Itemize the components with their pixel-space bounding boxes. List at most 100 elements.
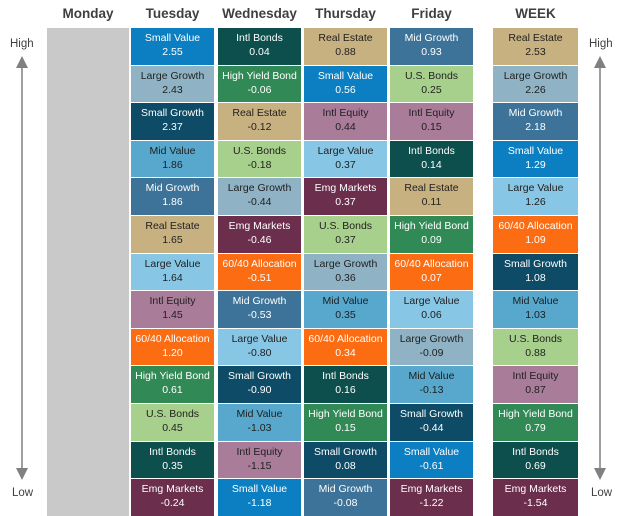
cell-week-mid-value: Mid Value 1.03: [493, 291, 578, 328]
cell-week-small-value: Small Value 1.29: [493, 140, 578, 178]
cell-return-value: -1.18: [247, 497, 272, 510]
cell-friday-large-value: Large Value 0.06: [390, 291, 473, 328]
cell-thursday-large-growth: Large Growth 0.36: [304, 253, 387, 291]
cell-thursday-mid-value: Mid Value 0.35: [304, 291, 387, 328]
cell-asset-label: Small Growth: [140, 107, 204, 120]
cell-asset-label: Large Growth: [313, 257, 378, 270]
cell-asset-label: Small Value: [144, 32, 201, 44]
cell-asset-label: Mid Growth: [508, 107, 563, 120]
cell-thursday-u-s-bonds: U.S. Bonds 0.37: [304, 216, 387, 253]
cell-asset-label: Mid Value: [408, 370, 455, 383]
cell-thursday-high-yield-bond: High Yield Bond 0.15: [304, 404, 387, 441]
cell-friday-mid-growth: Mid Growth 0.93: [390, 28, 473, 65]
cell-asset-label: Mid Growth: [318, 483, 373, 496]
cell-return-value: 0.44: [335, 121, 356, 134]
cell-asset-label: Large Value: [144, 257, 201, 270]
cell-wednesday-large-value: Large Value -0.80: [218, 328, 301, 366]
cell-return-value: -0.24: [160, 497, 185, 510]
cell-asset-label: Mid Value: [322, 295, 369, 308]
cell-wednesday-small-growth: Small Growth -0.90: [218, 366, 301, 403]
cell-asset-label: Small Growth: [313, 445, 377, 458]
cell-asset-label: 60/40 Allocation: [394, 257, 469, 270]
cell-return-value: 0.93: [421, 46, 442, 58]
cell-return-value: -0.44: [419, 422, 444, 434]
cell-return-value: 1.29: [525, 158, 546, 171]
cell-asset-label: High Yield Bond: [498, 408, 573, 420]
cell-week-large-growth: Large Growth 2.26: [493, 65, 578, 103]
cell-tuesday-emg-markets: Emg Markets -0.24: [131, 479, 214, 516]
cell-return-value: -0.51: [247, 271, 272, 284]
cell-asset-label: Small Growth: [503, 257, 567, 270]
cell-asset-label: High Yield Bond: [135, 370, 210, 383]
cell-friday-high-yield-bond: High Yield Bond 0.09: [390, 216, 473, 253]
cell-return-value: 2.53: [525, 46, 546, 58]
high-label-left: High: [10, 38, 34, 50]
cell-friday-mid-value: Mid Value -0.13: [390, 366, 473, 403]
cell-asset-label: Large Growth: [140, 69, 205, 82]
cell-asset-label: Mid Value: [236, 408, 283, 420]
cell-return-value: -1.15: [247, 459, 272, 472]
high-label-right: High: [589, 38, 613, 50]
cell-thursday-small-value: Small Value 0.56: [304, 65, 387, 103]
cell-wednesday-intl-equity: Intl Equity -1.15: [218, 441, 301, 479]
cell-wednesday-mid-growth: Mid Growth -0.53: [218, 291, 301, 328]
cell-asset-label: Emg Markets: [314, 182, 377, 195]
cell-asset-label: Real Estate: [318, 32, 373, 44]
cell-return-value: 0.61: [162, 384, 183, 397]
cell-return-value: -0.09: [419, 346, 444, 359]
cell-week-intl-bonds: Intl Bonds 0.69: [493, 441, 578, 479]
cell-return-value: 0.37: [335, 158, 356, 171]
cell-return-value: 0.35: [162, 459, 183, 472]
column-header-thursday: Thursday: [315, 6, 376, 21]
cell-return-value: 0.07: [421, 271, 442, 284]
cell-friday-large-growth: Large Growth -0.09: [390, 328, 473, 366]
cell-thursday-emg-markets: Emg Markets 0.37: [304, 178, 387, 215]
cell-week-real-estate: Real Estate 2.53: [493, 28, 578, 65]
cell-week-emg-markets: Emg Markets -1.54: [493, 479, 578, 516]
cell-return-value: -0.12: [247, 121, 272, 134]
cell-asset-label: Emg Markets: [504, 483, 567, 496]
cell-tuesday-u-s-bonds: U.S. Bonds 0.45: [131, 404, 214, 441]
cell-asset-label: Intl Equity: [322, 107, 369, 120]
cell-return-value: 0.45: [162, 422, 183, 434]
cell-asset-label: Mid Value: [512, 295, 559, 308]
cell-week-intl-equity: Intl Equity 0.87: [493, 366, 578, 403]
cell-asset-label: High Yield Bond: [308, 408, 383, 420]
cell-return-value: 0.06: [421, 309, 442, 322]
cell-asset-label: 60/40 Allocation: [498, 220, 573, 232]
cell-return-value: -1.22: [419, 497, 444, 510]
cell-thursday-60-40-allocation: 60/40 Allocation 0.34: [303, 327, 388, 367]
cell-return-value: 2.18: [525, 121, 546, 134]
cell-asset-label: Real Estate: [145, 220, 200, 232]
cell-return-value: -0.13: [419, 384, 444, 397]
cell-tuesday-mid-value: Mid Value 1.86: [131, 140, 214, 178]
cell-asset-label: Large Value: [231, 332, 288, 345]
cell-thursday-large-value: Large Value 0.37: [304, 140, 387, 178]
cell-asset-label: Emg Markets: [400, 483, 463, 496]
cell-return-value: 2.37: [162, 121, 183, 134]
low-label-right: Low: [591, 487, 613, 499]
cell-friday-small-growth: Small Growth -0.44: [390, 404, 473, 441]
cell-asset-label: Intl Bonds: [408, 144, 455, 157]
cell-asset-label: Mid Growth: [404, 32, 459, 44]
cell-return-value: 1.86: [162, 196, 183, 209]
cell-asset-label: 60/40 Allocation: [222, 257, 297, 270]
cell-asset-label: 60/40 Allocation: [135, 332, 210, 345]
cell-return-value: -0.46: [247, 234, 272, 246]
cell-week-u-s-bonds: U.S. Bonds 0.88: [493, 328, 578, 366]
cell-wednesday-real-estate: Real Estate -0.12: [218, 103, 301, 140]
cell-return-value: 0.87: [525, 384, 546, 397]
cell-tuesday-small-growth: Small Growth 2.37: [131, 103, 214, 140]
cell-return-value: 0.37: [335, 196, 356, 209]
low-label-left: Low: [12, 487, 34, 499]
column-header-tuesday: Tuesday: [145, 6, 200, 21]
cell-return-value: 0.11: [421, 196, 442, 209]
cell-wednesday-60-40-allocation: 60/40 Allocation -0.51: [217, 252, 302, 292]
cell-tuesday-intl-equity: Intl Equity 1.45: [131, 291, 214, 328]
cell-return-value: 0.35: [335, 309, 356, 322]
cell-asset-label: Mid Growth: [232, 295, 287, 308]
cell-return-value: -0.44: [247, 196, 272, 209]
cell-return-value: 1.86: [162, 158, 183, 171]
